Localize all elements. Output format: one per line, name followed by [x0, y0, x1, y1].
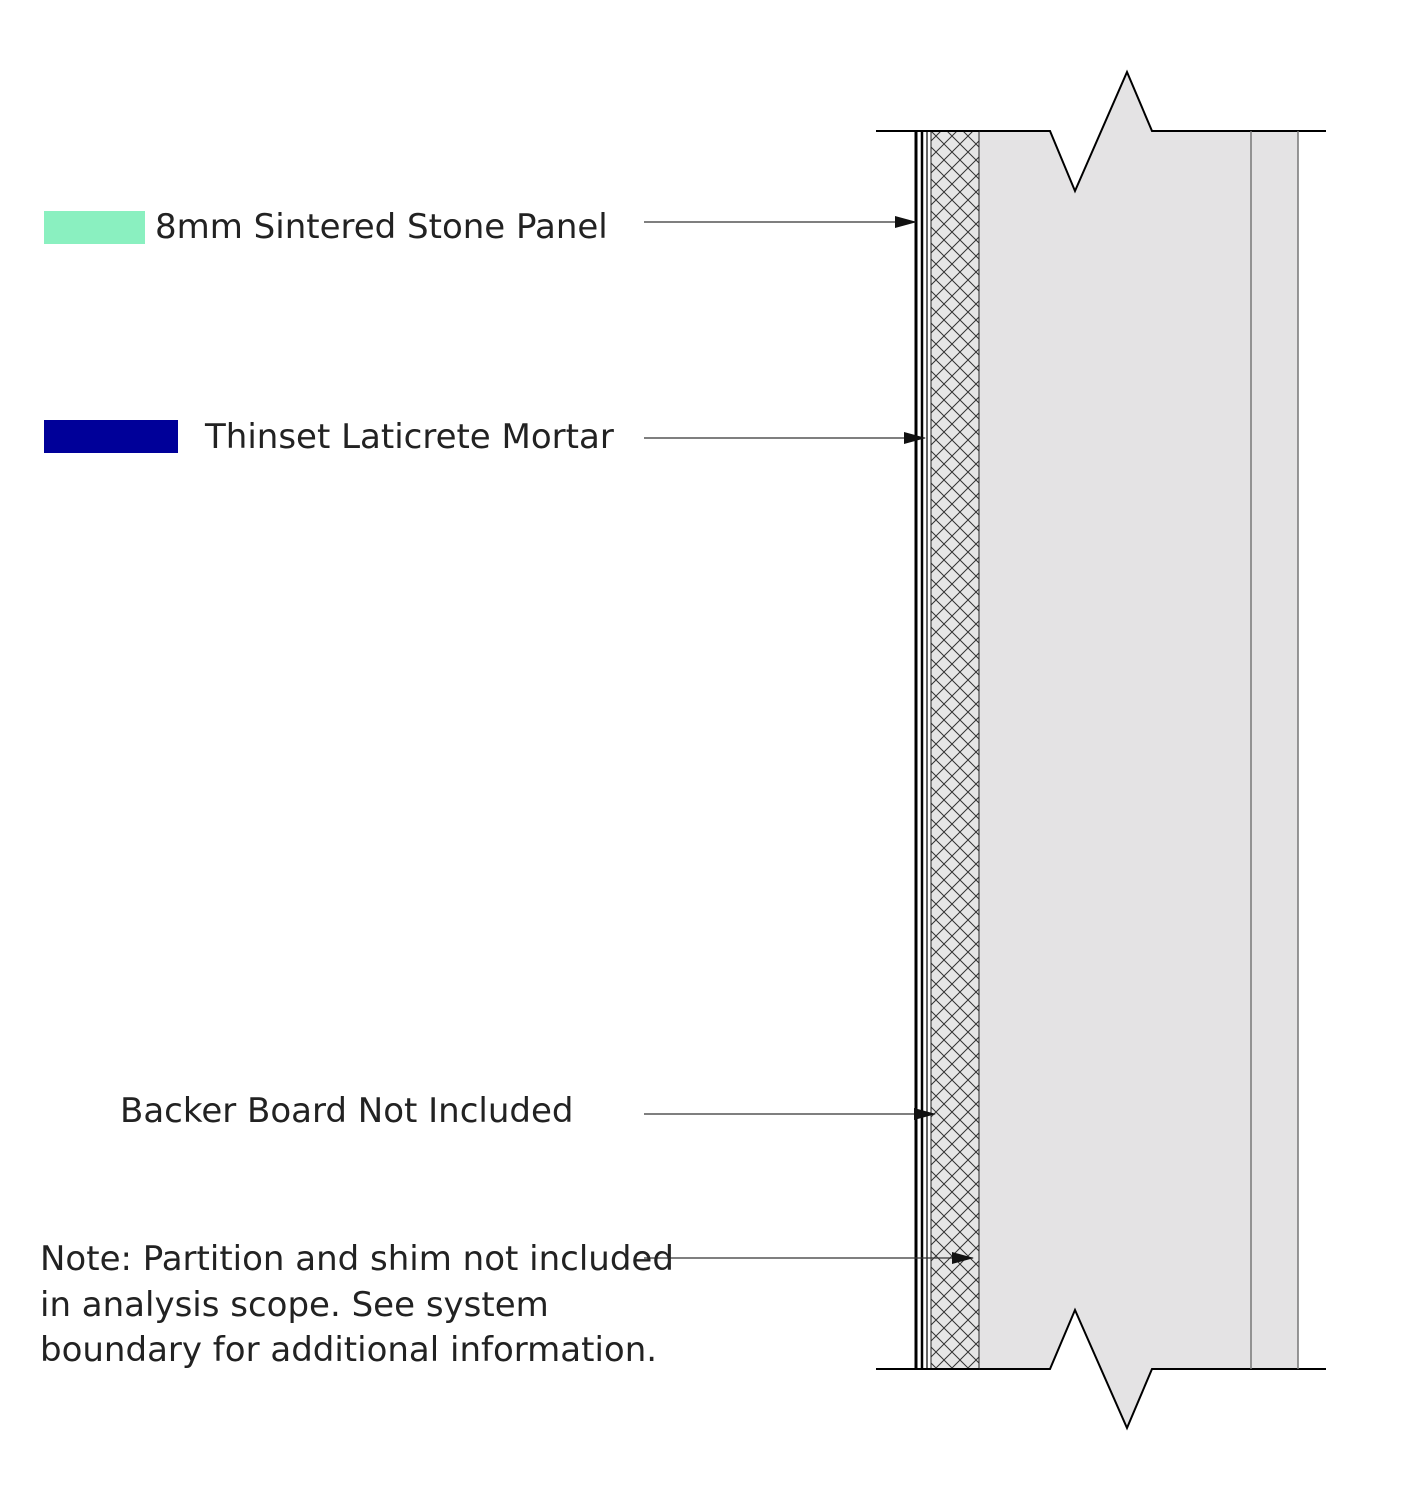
legend-label-stone-panel: 8mm Sintered Stone Panel — [155, 207, 608, 247]
legend-label-mortar: Thinset Laticrete Mortar — [204, 417, 614, 457]
callout-backer-board: Backer Board Not Included — [120, 1091, 574, 1131]
wall-break-bottom — [979, 1307, 1326, 1431]
scope-note-line-3: boundary for additional information. — [40, 1330, 657, 1370]
scope-note-line-2: in analysis scope. See system — [40, 1285, 549, 1325]
legend-swatch-stone-panel — [44, 211, 145, 244]
legend-swatch-mortar — [44, 420, 178, 453]
scope-note-line-1: Note: Partition and shim not included — [40, 1239, 674, 1279]
wall-body — [979, 72, 1298, 1428]
wall-break-top — [979, 69, 1326, 194]
scope-note: Note: Partition and shim not included in… — [40, 1239, 685, 1370]
backer-board-layer — [930, 130, 980, 1370]
